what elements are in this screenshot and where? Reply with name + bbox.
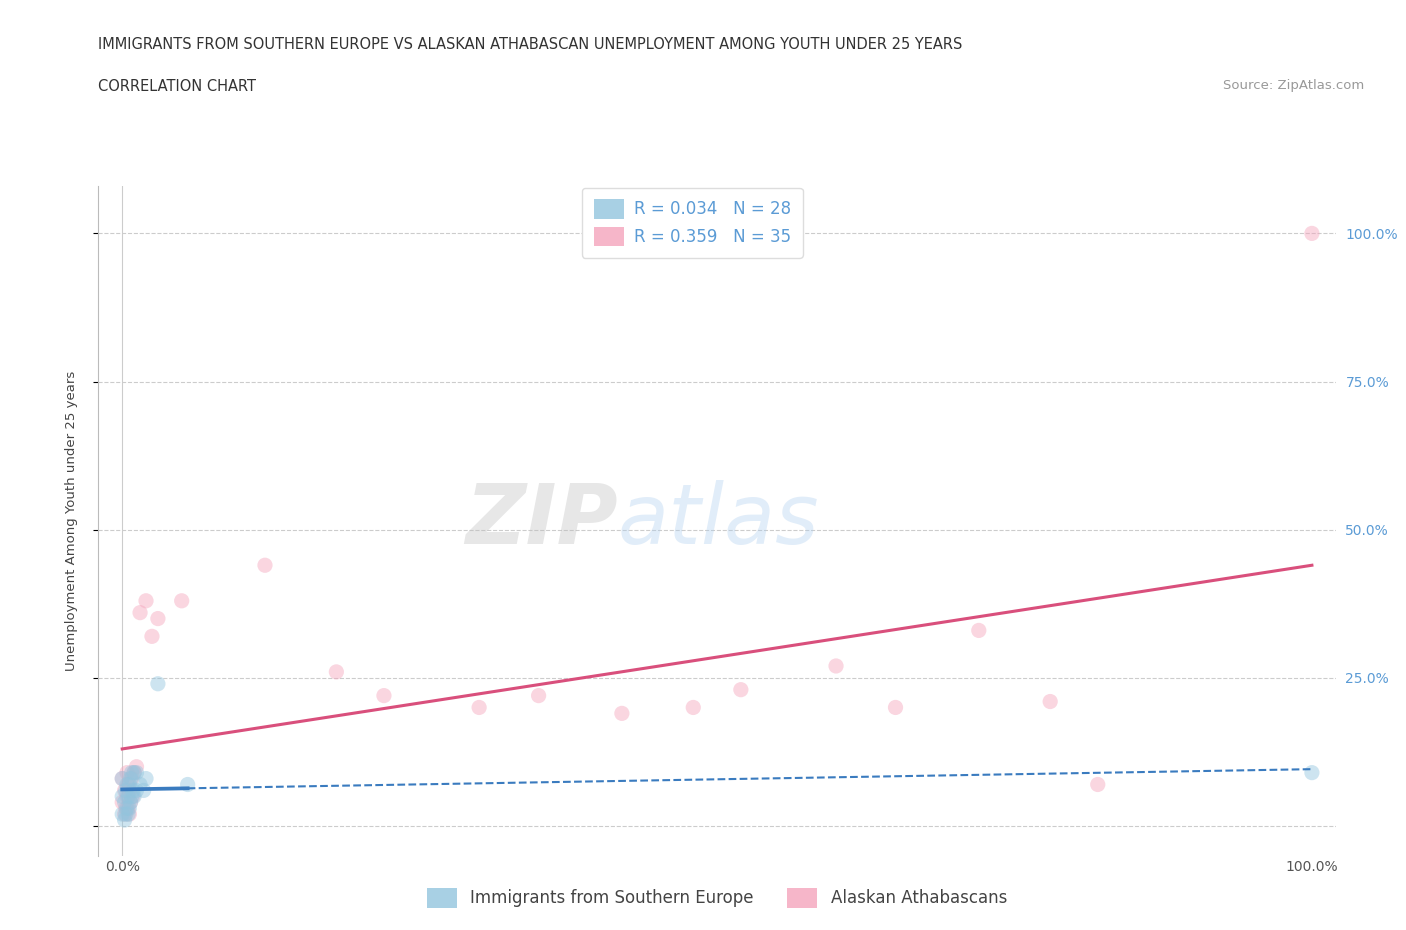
- Point: [146, 611, 169, 626]
- Text: Source: ZipAtlas.com: Source: ZipAtlas.com: [1223, 79, 1364, 92]
- Point: [115, 765, 138, 780]
- Point: [129, 777, 152, 792]
- Point: [141, 629, 163, 644]
- Point: [115, 789, 138, 804]
- Point: [114, 813, 136, 828]
- Point: [1301, 226, 1323, 241]
- Point: [1039, 694, 1062, 709]
- Point: [1087, 777, 1109, 792]
- Point: [132, 783, 155, 798]
- Point: [122, 783, 145, 798]
- Point: [884, 700, 907, 715]
- Point: [111, 771, 134, 786]
- Point: [682, 700, 704, 715]
- Point: [118, 777, 141, 792]
- Point: [176, 777, 198, 792]
- Point: [121, 765, 143, 780]
- Point: [117, 789, 139, 804]
- Point: [115, 801, 138, 816]
- Point: [610, 706, 633, 721]
- Point: [118, 783, 141, 798]
- Point: [170, 593, 193, 608]
- Point: [114, 795, 136, 810]
- Text: IMMIGRANTS FROM SOUTHERN EUROPE VS ALASKAN ATHABASCAN UNEMPLOYMENT AMONG YOUTH U: IMMIGRANTS FROM SOUTHERN EUROPE VS ALASK…: [98, 37, 963, 52]
- Text: CORRELATION CHART: CORRELATION CHART: [98, 79, 256, 94]
- Point: [129, 605, 152, 620]
- Point: [114, 801, 136, 816]
- Point: [120, 795, 142, 810]
- Point: [118, 806, 141, 821]
- Point: [122, 765, 145, 780]
- Point: [253, 558, 276, 573]
- Point: [125, 765, 148, 780]
- Point: [468, 700, 491, 715]
- Point: [122, 765, 145, 780]
- Point: [1301, 765, 1323, 780]
- Point: [115, 777, 138, 792]
- Point: [114, 806, 136, 821]
- Point: [117, 777, 139, 792]
- Point: [122, 789, 145, 804]
- Point: [122, 789, 145, 804]
- Point: [111, 771, 134, 786]
- Point: [373, 688, 395, 703]
- Point: [111, 795, 134, 810]
- Point: [125, 783, 148, 798]
- Point: [967, 623, 990, 638]
- Point: [117, 806, 139, 821]
- Point: [111, 806, 134, 821]
- Point: [146, 676, 169, 691]
- Point: [120, 795, 142, 810]
- Point: [114, 806, 136, 821]
- Point: [111, 789, 134, 804]
- Point: [114, 783, 136, 798]
- Point: [825, 658, 848, 673]
- Point: [120, 771, 142, 786]
- Point: [117, 801, 139, 816]
- Legend: Immigrants from Southern Europe, Alaskan Athabascans: Immigrants from Southern Europe, Alaskan…: [420, 882, 1014, 914]
- Point: [730, 683, 752, 698]
- Point: [135, 593, 157, 608]
- Text: ZIP: ZIP: [465, 480, 619, 562]
- Point: [118, 801, 141, 816]
- Point: [114, 783, 136, 798]
- Y-axis label: Unemployment Among Youth under 25 years: Unemployment Among Youth under 25 years: [65, 371, 77, 671]
- Point: [121, 771, 143, 786]
- Point: [121, 789, 143, 804]
- Point: [135, 771, 157, 786]
- Text: atlas: atlas: [619, 480, 820, 562]
- Point: [325, 664, 347, 679]
- Point: [527, 688, 550, 703]
- Point: [125, 759, 148, 774]
